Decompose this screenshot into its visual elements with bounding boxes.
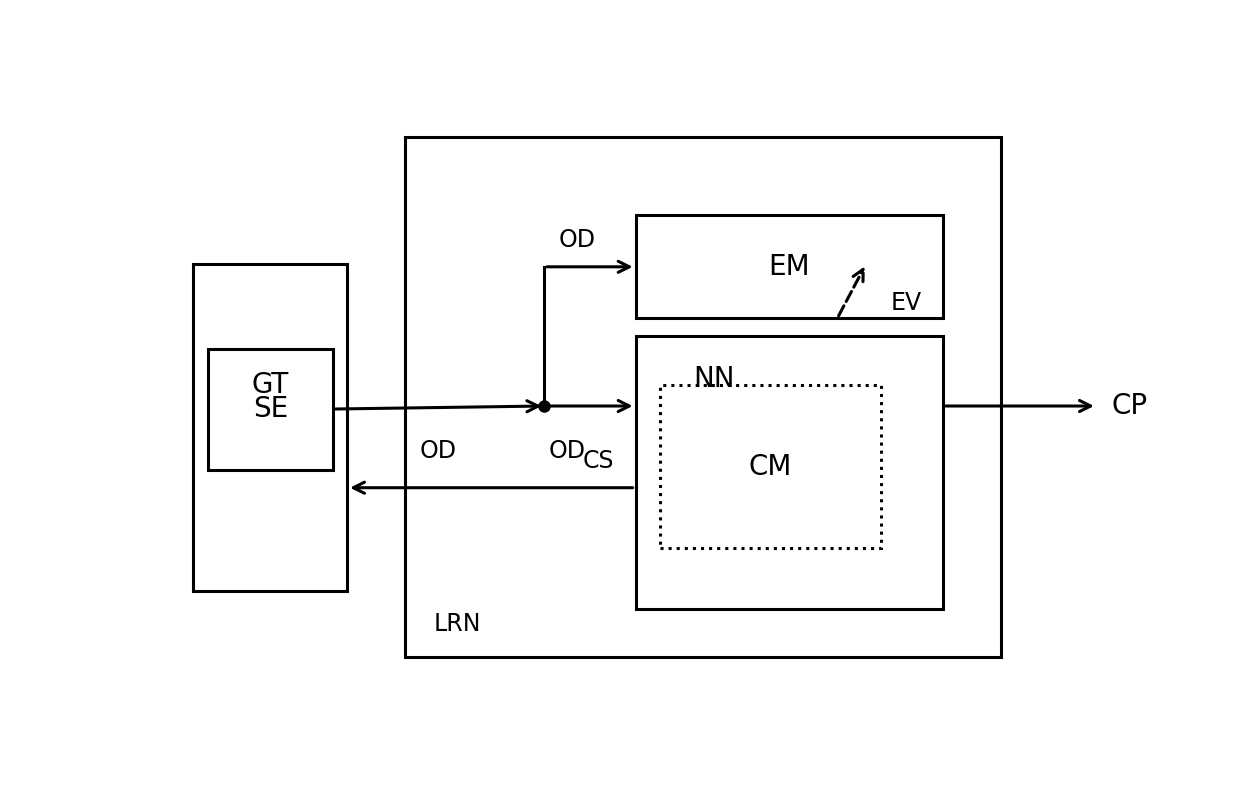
Text: CM: CM: [749, 453, 791, 480]
Text: CS: CS: [583, 449, 614, 472]
Text: CP: CP: [1111, 392, 1147, 420]
Text: OD: OD: [419, 439, 456, 463]
Text: GT: GT: [252, 371, 289, 399]
Text: EV: EV: [890, 291, 921, 315]
Text: SE: SE: [253, 395, 288, 423]
Bar: [635, 215, 942, 318]
Bar: [635, 336, 942, 608]
Text: LRN: LRN: [434, 612, 481, 636]
Text: OD: OD: [549, 439, 587, 463]
Bar: [660, 385, 880, 549]
Bar: [193, 264, 347, 590]
Text: OD: OD: [559, 228, 595, 252]
Text: NN: NN: [693, 365, 734, 393]
Bar: [208, 348, 332, 469]
Bar: [404, 137, 1001, 657]
Text: EM: EM: [769, 253, 810, 281]
